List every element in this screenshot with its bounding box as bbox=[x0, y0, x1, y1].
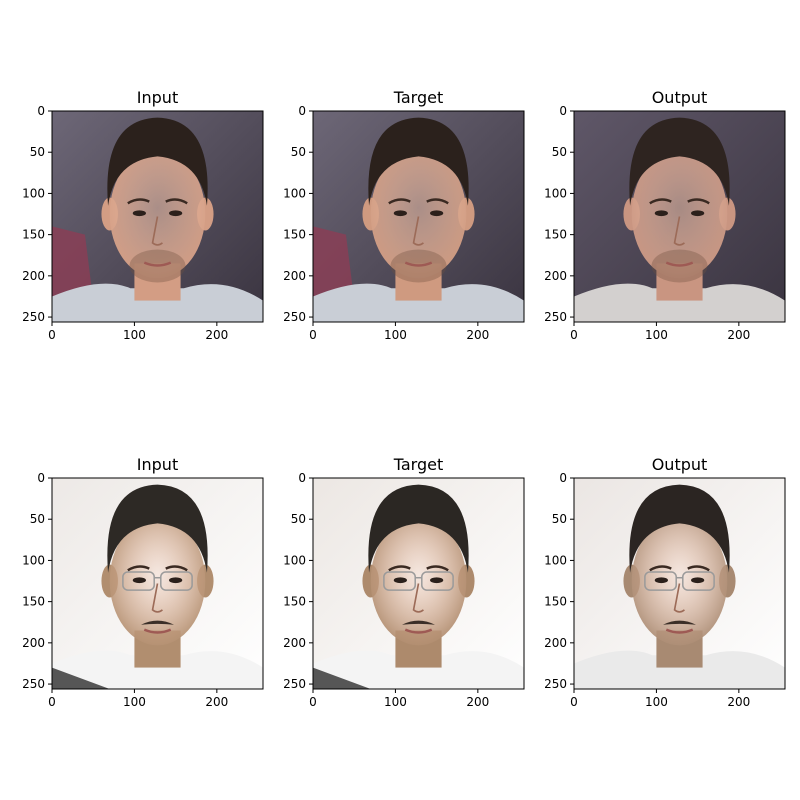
panel-title: Target bbox=[393, 455, 444, 474]
axes-frame bbox=[51, 110, 264, 323]
x-tick-label: 100 bbox=[123, 328, 146, 342]
y-tick-label: 150 bbox=[544, 228, 567, 242]
y-tick-label: 50 bbox=[291, 145, 306, 159]
y-tick-label: 0 bbox=[298, 471, 306, 485]
x-tick-label: 200 bbox=[205, 328, 228, 342]
y-tick-label: 0 bbox=[559, 104, 567, 118]
y-tick-label: 150 bbox=[283, 228, 306, 242]
axes-frame bbox=[51, 477, 264, 690]
axes-frame bbox=[312, 110, 525, 323]
y-tick-label: 200 bbox=[544, 269, 567, 283]
x-tick-label: 0 bbox=[570, 695, 578, 709]
y-tick-label: 50 bbox=[30, 512, 45, 526]
panel-target-2: Target 0 100 200 0 50 100 150 200 250 bbox=[283, 455, 525, 709]
x-tick-label: 100 bbox=[645, 328, 668, 342]
x-tick-label: 200 bbox=[466, 695, 489, 709]
panel-input-1: Input 0 100 200 0 50 100 150 200 250 bbox=[22, 88, 264, 342]
y-tick-label: 250 bbox=[22, 677, 45, 691]
x-tick-label: 200 bbox=[727, 695, 750, 709]
x-tick-label: 100 bbox=[123, 695, 146, 709]
x-tick-label: 100 bbox=[645, 695, 668, 709]
panel-output-2: Output 0 100 200 0 50 100 150 200 250 bbox=[544, 455, 786, 709]
y-tick-label: 250 bbox=[283, 310, 306, 324]
y-tick-label: 150 bbox=[283, 595, 306, 609]
x-tick-label: 0 bbox=[48, 695, 56, 709]
panel-target-1: Target 0 100 200 0 50 100 150 200 250 bbox=[283, 88, 525, 342]
x-tick-label: 100 bbox=[384, 328, 407, 342]
y-tick-label: 100 bbox=[544, 553, 567, 567]
panel-title: Input bbox=[137, 455, 178, 474]
y-tick-label: 100 bbox=[283, 553, 306, 567]
y-tick-label: 50 bbox=[30, 145, 45, 159]
panel-title: Input bbox=[137, 88, 178, 107]
y-tick-label: 150 bbox=[22, 228, 45, 242]
panel-input-2: Input 0 100 200 0 50 100 150 200 250 bbox=[22, 455, 264, 709]
x-tick-label: 200 bbox=[727, 328, 750, 342]
face-image bbox=[574, 478, 785, 689]
y-tick-label: 200 bbox=[22, 269, 45, 283]
y-tick-label: 200 bbox=[22, 636, 45, 650]
y-tick-label: 100 bbox=[22, 553, 45, 567]
y-tick-label: 150 bbox=[544, 595, 567, 609]
axes-frame bbox=[573, 477, 786, 690]
x-tick-label: 100 bbox=[384, 695, 407, 709]
axes-frame bbox=[312, 477, 525, 690]
y-tick-label: 0 bbox=[559, 471, 567, 485]
x-tick-label: 0 bbox=[309, 695, 317, 709]
y-tick-label: 100 bbox=[22, 186, 45, 200]
panel-title: Output bbox=[652, 455, 708, 474]
x-tick-label: 0 bbox=[48, 328, 56, 342]
y-tick-label: 50 bbox=[552, 512, 567, 526]
x-tick-label: 0 bbox=[570, 328, 578, 342]
face-image bbox=[313, 478, 524, 689]
panel-title: Target bbox=[393, 88, 444, 107]
y-tick-label: 200 bbox=[283, 636, 306, 650]
panel-title: Output bbox=[652, 88, 708, 107]
y-tick-label: 100 bbox=[283, 186, 306, 200]
x-tick-label: 0 bbox=[309, 328, 317, 342]
y-tick-label: 0 bbox=[298, 104, 306, 118]
panel-output-1: Output 0 100 200 0 50 100 150 200 250 bbox=[544, 88, 786, 342]
y-tick-label: 250 bbox=[22, 310, 45, 324]
y-tick-label: 250 bbox=[544, 310, 567, 324]
y-tick-label: 50 bbox=[291, 512, 306, 526]
y-tick-label: 250 bbox=[283, 677, 306, 691]
y-tick-label: 0 bbox=[37, 471, 45, 485]
x-tick-label: 200 bbox=[466, 328, 489, 342]
y-tick-label: 200 bbox=[544, 636, 567, 650]
x-tick-label: 200 bbox=[205, 695, 228, 709]
face-image bbox=[52, 478, 263, 689]
y-tick-label: 250 bbox=[544, 677, 567, 691]
y-tick-label: 200 bbox=[283, 269, 306, 283]
face-image bbox=[52, 111, 263, 322]
face-image bbox=[574, 111, 785, 322]
axes-frame bbox=[573, 110, 786, 323]
y-tick-label: 0 bbox=[37, 104, 45, 118]
y-tick-label: 50 bbox=[552, 145, 567, 159]
y-tick-label: 150 bbox=[22, 595, 45, 609]
face-image bbox=[313, 111, 524, 322]
y-tick-label: 100 bbox=[544, 186, 567, 200]
